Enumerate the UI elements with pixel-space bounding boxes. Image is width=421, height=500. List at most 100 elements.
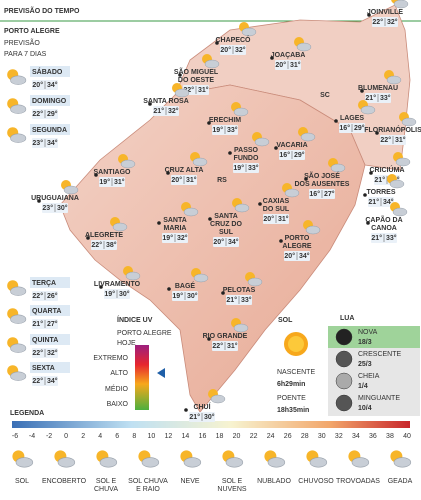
- legend-label: GEADA: [388, 478, 413, 485]
- scale-label: -4: [29, 433, 35, 440]
- legend-label: SOL E: [96, 478, 117, 485]
- max-temp: 34°: [47, 377, 58, 385]
- icon-cloud: [10, 314, 27, 324]
- city-dot: [166, 171, 170, 175]
- min-temp: 22°: [32, 377, 43, 385]
- weather-icon: [222, 450, 244, 468]
- min-temp: 16°: [279, 151, 290, 159]
- city-name: CAXIAS: [263, 198, 290, 205]
- icon-cloud: [10, 133, 27, 143]
- city-name: PORTO: [285, 235, 310, 242]
- max-temp: 32°: [387, 18, 398, 26]
- city-name: LIVRAMENTO: [94, 281, 141, 288]
- max-temp: 31°: [290, 61, 301, 69]
- moon-icon: [335, 350, 353, 368]
- icon-cloud: [233, 107, 249, 117]
- subtitle: PREVISÃO: [4, 38, 40, 47]
- scale-label: 14: [182, 433, 190, 440]
- max-temp: 29°: [354, 124, 365, 132]
- icon-cloud: [225, 457, 244, 468]
- max-temp: 29°: [47, 110, 58, 118]
- moon-icon: [335, 328, 353, 346]
- max-temp: 32°: [177, 234, 188, 242]
- uv-level: MÉDIO: [105, 384, 129, 393]
- city-name: LAGES: [340, 115, 364, 122]
- legend-label: SOL: [15, 478, 29, 485]
- subtitle: PARA 7 DIAS: [4, 51, 47, 58]
- scale-label: 38: [386, 433, 394, 440]
- icon-cloud: [15, 457, 34, 468]
- icon-cloud: [401, 117, 417, 127]
- title: PREVISÃO DO TEMPO: [4, 6, 80, 15]
- min-temp: 21°: [153, 107, 164, 115]
- city-name: PELOTAS: [223, 287, 256, 294]
- city-dot: [270, 56, 274, 60]
- moon-icon: [335, 394, 353, 412]
- max-temp: 30°: [204, 413, 215, 421]
- city-name: FLORIANÓPOLIS: [364, 125, 421, 134]
- min-temp: 21°: [374, 176, 385, 184]
- scale-label: 18: [216, 433, 224, 440]
- icon-cloud: [112, 222, 128, 232]
- min-temp: 22°: [372, 18, 383, 26]
- min-temp: 20°: [213, 238, 224, 246]
- day: QUARTA: [32, 308, 61, 315]
- city-name: DO SUL: [263, 206, 290, 213]
- uv-place: PORTO ALEGRE: [117, 330, 172, 337]
- city-dot: [99, 285, 103, 289]
- icon-cloud: [389, 179, 405, 189]
- min-temp: 21°: [371, 234, 382, 242]
- scale-label: 4: [98, 433, 102, 440]
- icon-cloud: [10, 104, 27, 114]
- city-dot: [367, 13, 371, 17]
- city-dot: [37, 199, 41, 203]
- day: DOMINGO: [32, 98, 67, 105]
- legend-label: NUVENS: [217, 486, 247, 493]
- city-name: ALEGRETE: [85, 232, 123, 239]
- min-temp: 19°: [162, 234, 173, 242]
- min-temp: 21°: [189, 413, 200, 421]
- city-name: ALEGRE: [282, 243, 312, 250]
- city-dot: [207, 337, 211, 341]
- min-temp: 21°: [32, 320, 43, 328]
- day: SEGUNDA: [32, 127, 67, 134]
- city-name: URUGUAIANA: [31, 195, 79, 202]
- weather-icon: [348, 450, 370, 468]
- day-box: [30, 362, 70, 373]
- uv-level: BAIXO: [107, 401, 129, 408]
- max-temp: 30°: [119, 290, 130, 298]
- weather-icon: [96, 450, 118, 468]
- scale-label: 32: [335, 433, 343, 440]
- scale-label: 30: [318, 433, 326, 440]
- icon-cloud: [183, 207, 199, 217]
- max-temp: 34°: [299, 252, 310, 260]
- max-temp: 32°: [168, 107, 179, 115]
- min-temp: 16°: [309, 190, 320, 198]
- icon-cloud: [393, 457, 412, 468]
- legend-label: NEVE: [180, 478, 199, 485]
- max-temp: 31°: [186, 176, 197, 184]
- scale-label: 12: [164, 433, 172, 440]
- moon-date: 10/4: [358, 405, 372, 412]
- scale-label: 40: [403, 433, 411, 440]
- icon-cloud: [10, 371, 27, 381]
- city-name: SANTA ROSA: [143, 98, 189, 105]
- city-name: ERECHIM: [209, 117, 241, 124]
- icon-cloud: [395, 157, 411, 167]
- city-name: CRICIÚMA: [370, 165, 405, 174]
- weather-icon: [123, 266, 141, 281]
- weather-icon: [328, 158, 346, 173]
- max-temp: 33°: [227, 126, 238, 134]
- min-temp: 20°: [263, 215, 274, 223]
- weather-icon: [7, 280, 27, 296]
- city-dot: [258, 202, 262, 206]
- weather-icon: [391, 0, 409, 9]
- icon-cloud: [125, 271, 141, 281]
- legend-label: ENCOBERTO: [42, 478, 87, 485]
- weather-icon: [387, 174, 405, 189]
- sun-label: NASCENTE: [277, 369, 315, 376]
- max-temp: 32°: [47, 349, 58, 357]
- city-dot: [334, 119, 338, 123]
- icon-cloud: [10, 343, 27, 353]
- day-box: [30, 305, 70, 316]
